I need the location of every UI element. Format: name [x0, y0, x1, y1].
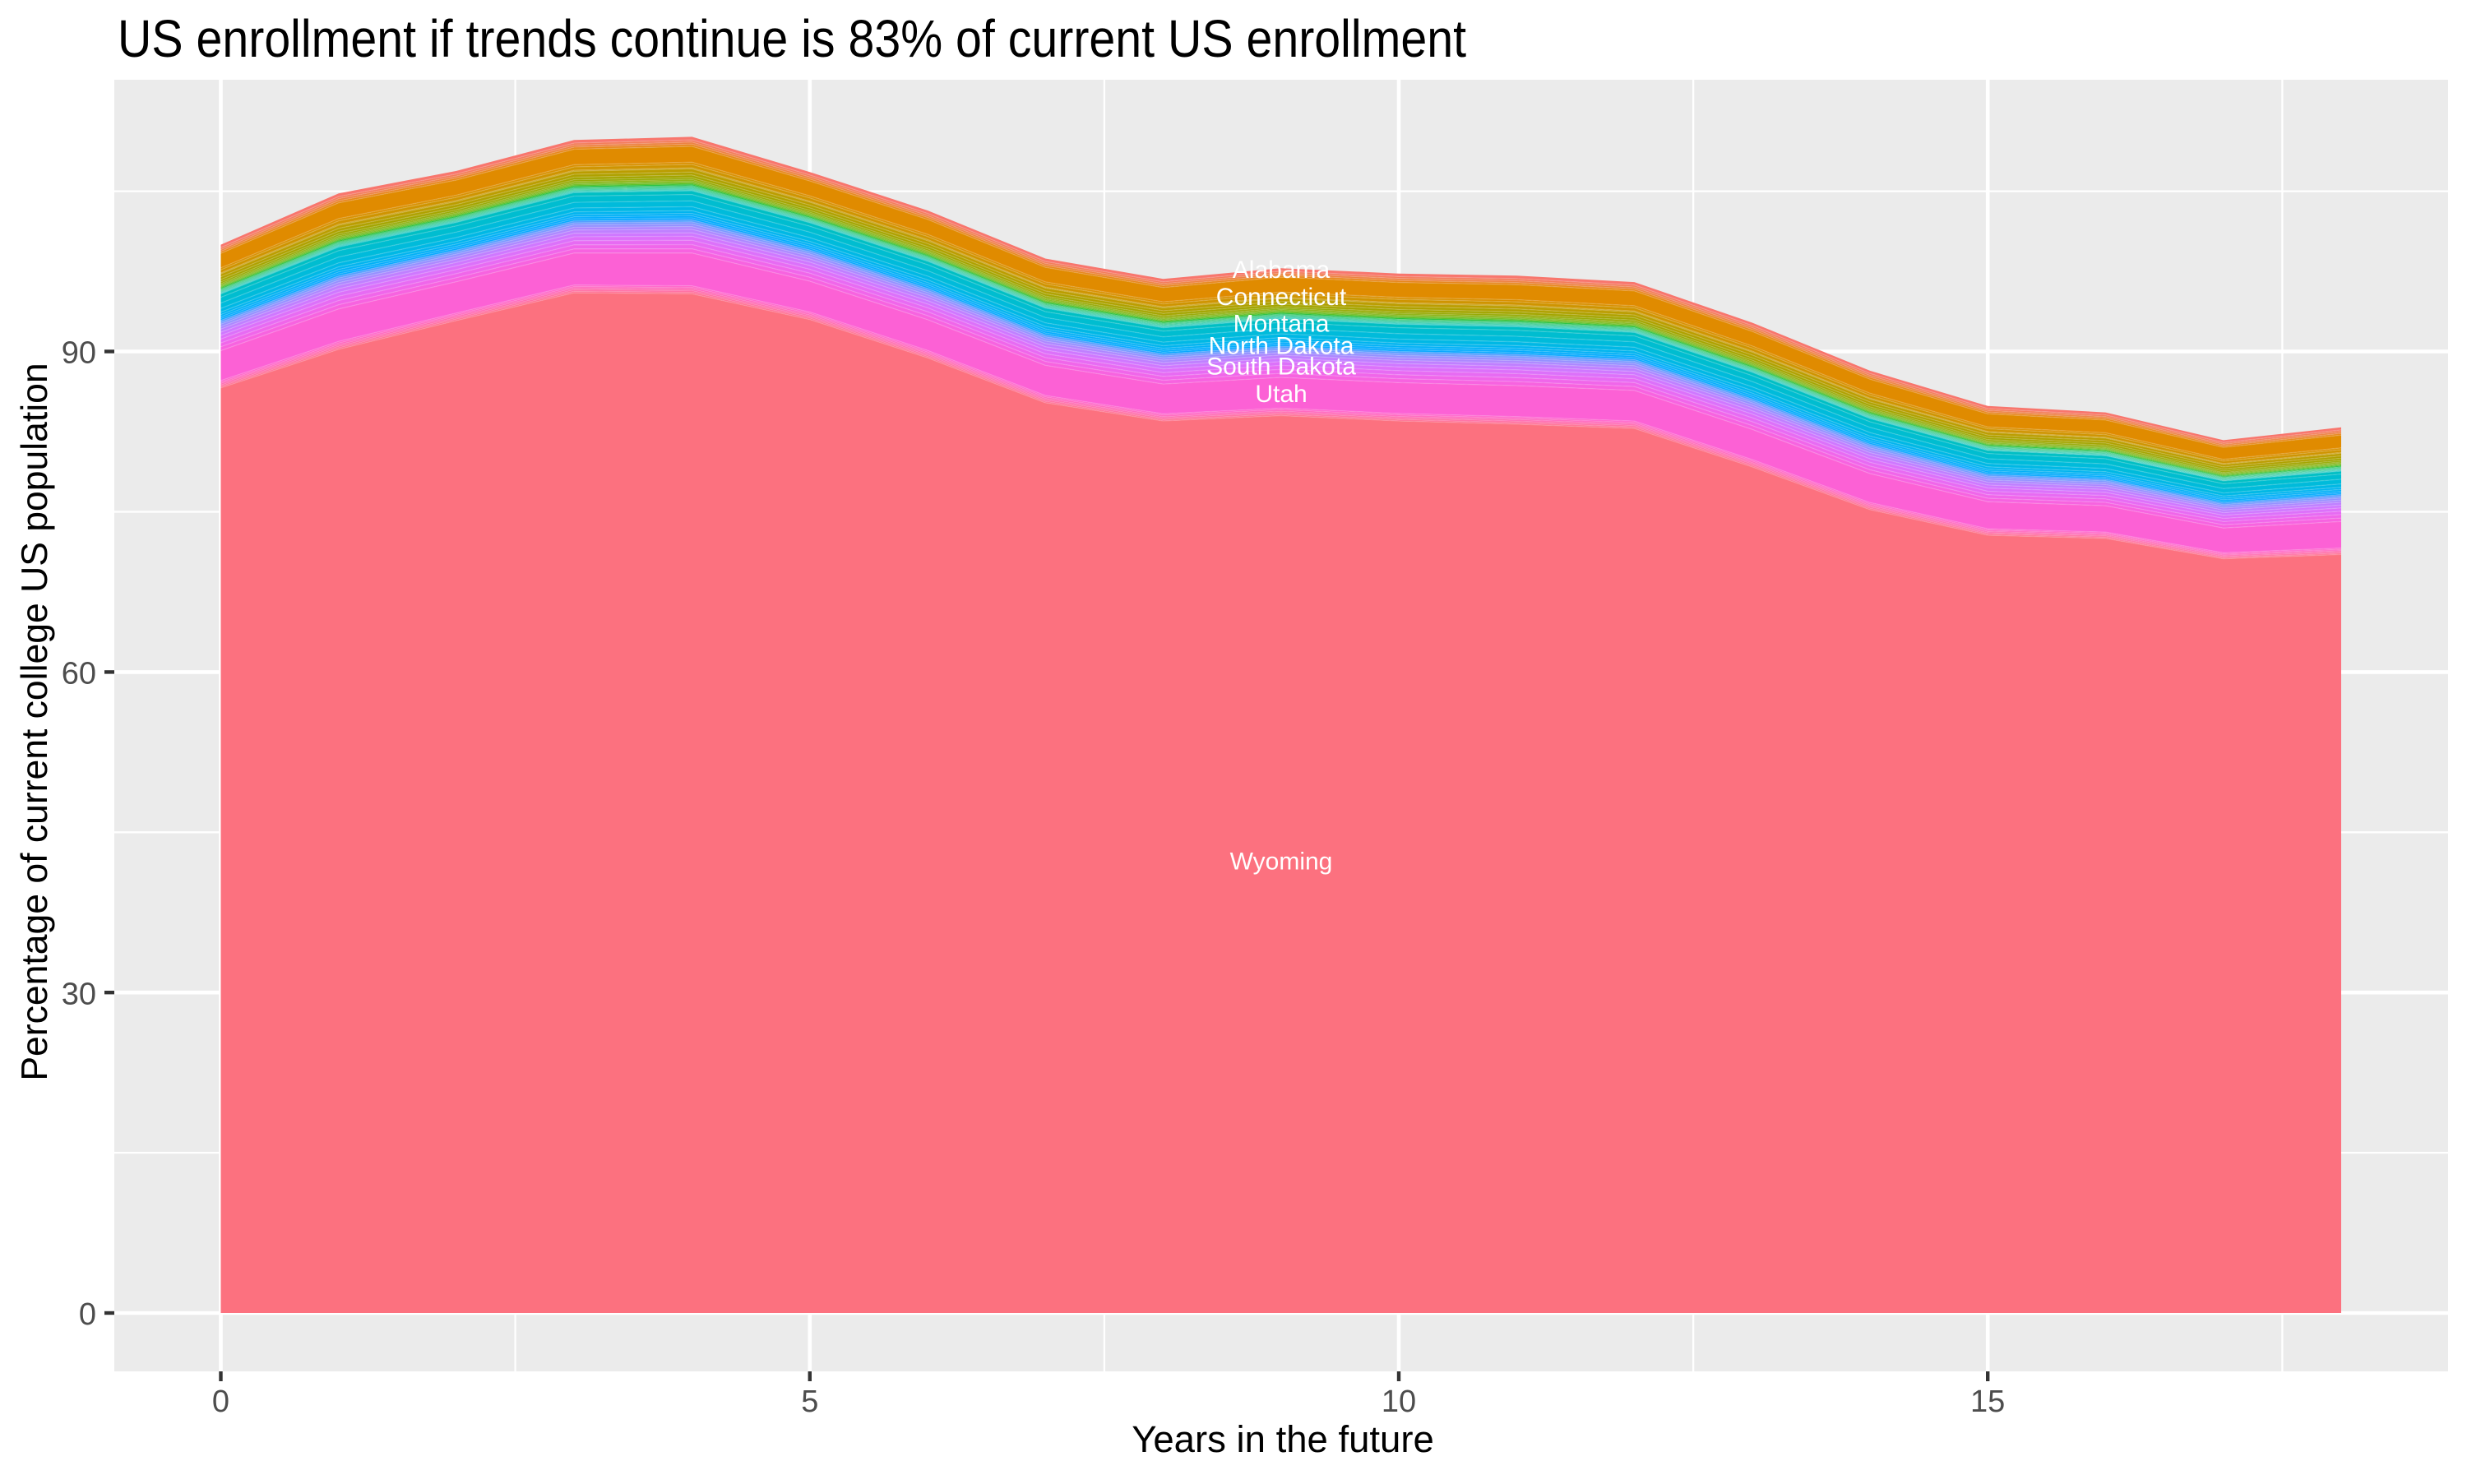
svg-text:North Dakota: North Dakota	[1209, 333, 1354, 360]
svg-text:Wyoming: Wyoming	[1230, 848, 1333, 876]
svg-text:0: 0	[79, 1297, 96, 1332]
svg-text:30: 30	[62, 977, 96, 1011]
svg-text:South Dakota: South Dakota	[1206, 354, 1356, 381]
svg-text:15: 15	[1970, 1385, 2005, 1419]
svg-text:0: 0	[212, 1385, 229, 1419]
svg-text:Connecticut: Connecticut	[1216, 284, 1347, 311]
svg-text:5: 5	[801, 1385, 818, 1419]
svg-text:10: 10	[1382, 1385, 1416, 1419]
svg-text:Utah: Utah	[1255, 381, 1307, 408]
svg-text:90: 90	[62, 336, 96, 371]
svg-text:US enrollment if trends contin: US enrollment if trends continue is 83% …	[118, 9, 1466, 68]
svg-text:Years in the future: Years in the future	[1132, 1418, 1434, 1460]
svg-text:Alabama: Alabama	[1233, 257, 1331, 284]
svg-text:Percentage of current college: Percentage of current college US populat…	[15, 363, 55, 1080]
svg-text:60: 60	[62, 657, 96, 691]
svg-text:Montana: Montana	[1234, 310, 1330, 337]
